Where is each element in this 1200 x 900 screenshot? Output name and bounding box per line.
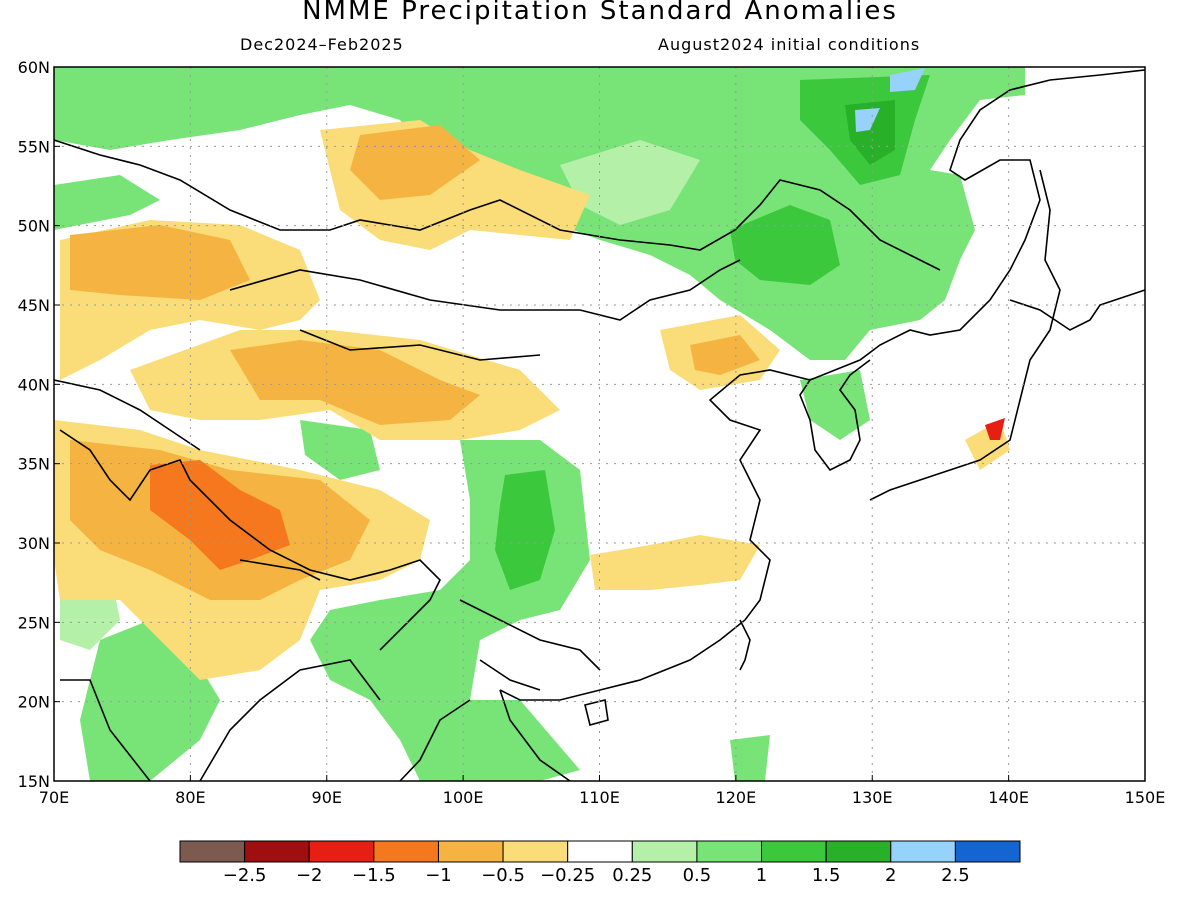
green-patch-korea <box>800 370 870 440</box>
orange-region-xinjiang <box>230 340 480 425</box>
green-region-west <box>54 175 160 230</box>
lat-label: 50N <box>18 217 50 236</box>
colorbar-label: −0.5 <box>481 865 525 886</box>
colorbar-swatch <box>244 840 310 863</box>
colorbar-swatch <box>567 840 633 863</box>
lon-label: 80E <box>175 788 205 807</box>
colorbar-swatch <box>502 840 569 863</box>
lat-label: 55N <box>18 137 50 156</box>
green-region-tibet <box>300 420 380 480</box>
colorbar-label: 2 <box>885 865 896 886</box>
colorbar-label: 1.5 <box>812 865 841 886</box>
lat-label: 45N <box>18 296 50 315</box>
colorbar-label: −2 <box>296 865 323 886</box>
colorbar: −2.5 −2 −1.5 −1 −0.5 −0.25 0.25 0.5 1 1.5 2 2.5 <box>179 840 1021 886</box>
orange-region-kazakh <box>70 225 250 300</box>
colorbar-label: −2.5 <box>223 865 267 886</box>
colorbar-label: −1.5 <box>352 865 396 886</box>
anomaly-field <box>54 67 1025 781</box>
colorbar-swatch <box>437 840 504 863</box>
colorbar-swatch <box>696 840 763 863</box>
green-patch-taiwan <box>730 735 770 781</box>
orange-region-north-china <box>690 335 760 375</box>
lat-label: 30N <box>18 534 50 553</box>
coastlines <box>54 69 1145 781</box>
light-green-band <box>560 140 700 225</box>
colorbar-label: 0.25 <box>612 865 652 886</box>
lon-label: 120E <box>716 788 757 807</box>
colorbar-swatch <box>954 840 1021 863</box>
season-label: Dec2024–Feb2025 <box>240 35 404 54</box>
colorbar-label: −1 <box>425 865 452 886</box>
lon-label: 110E <box>579 788 620 807</box>
colorbar-swatch <box>825 840 892 863</box>
lon-label: 90E <box>312 788 342 807</box>
colorbar-label: 1 <box>756 865 767 886</box>
lon-label: 70E <box>39 788 69 807</box>
mid-green-south <box>495 470 555 590</box>
lon-label: 100E <box>443 788 484 807</box>
colorbar-label: 0.5 <box>683 865 712 886</box>
colorbar-label: −0.25 <box>540 865 595 886</box>
lat-label: 25N <box>18 613 50 632</box>
lat-label: 15N <box>18 772 50 791</box>
mid-green-manchuria <box>730 205 840 285</box>
lon-label: 150E <box>1125 788 1166 807</box>
graticule <box>54 67 1145 781</box>
colorbar-swatch <box>890 840 956 863</box>
lat-label: 20N <box>18 693 50 712</box>
lon-label: 130E <box>852 788 893 807</box>
colorbar-label: 2.5 <box>941 865 970 886</box>
lat-label: 35N <box>18 455 50 474</box>
lat-label: 60N <box>18 58 50 77</box>
red-region-japan <box>985 418 1005 440</box>
colorbar-swatch <box>179 840 246 863</box>
tan-region-east-china <box>590 535 760 590</box>
colorbar-swatch <box>631 840 698 863</box>
initial-conditions-label: August2024 initial conditions <box>658 35 921 54</box>
colorbar-swatch <box>761 840 827 863</box>
lat-label: 40N <box>18 375 50 394</box>
colorbar-swatch <box>373 840 439 863</box>
map-title: NMME Precipitation Standard Anomalies <box>302 0 898 26</box>
colorbar-swatch <box>308 840 375 863</box>
lon-label: 140E <box>988 788 1029 807</box>
orange-region-mongolia <box>350 125 480 200</box>
